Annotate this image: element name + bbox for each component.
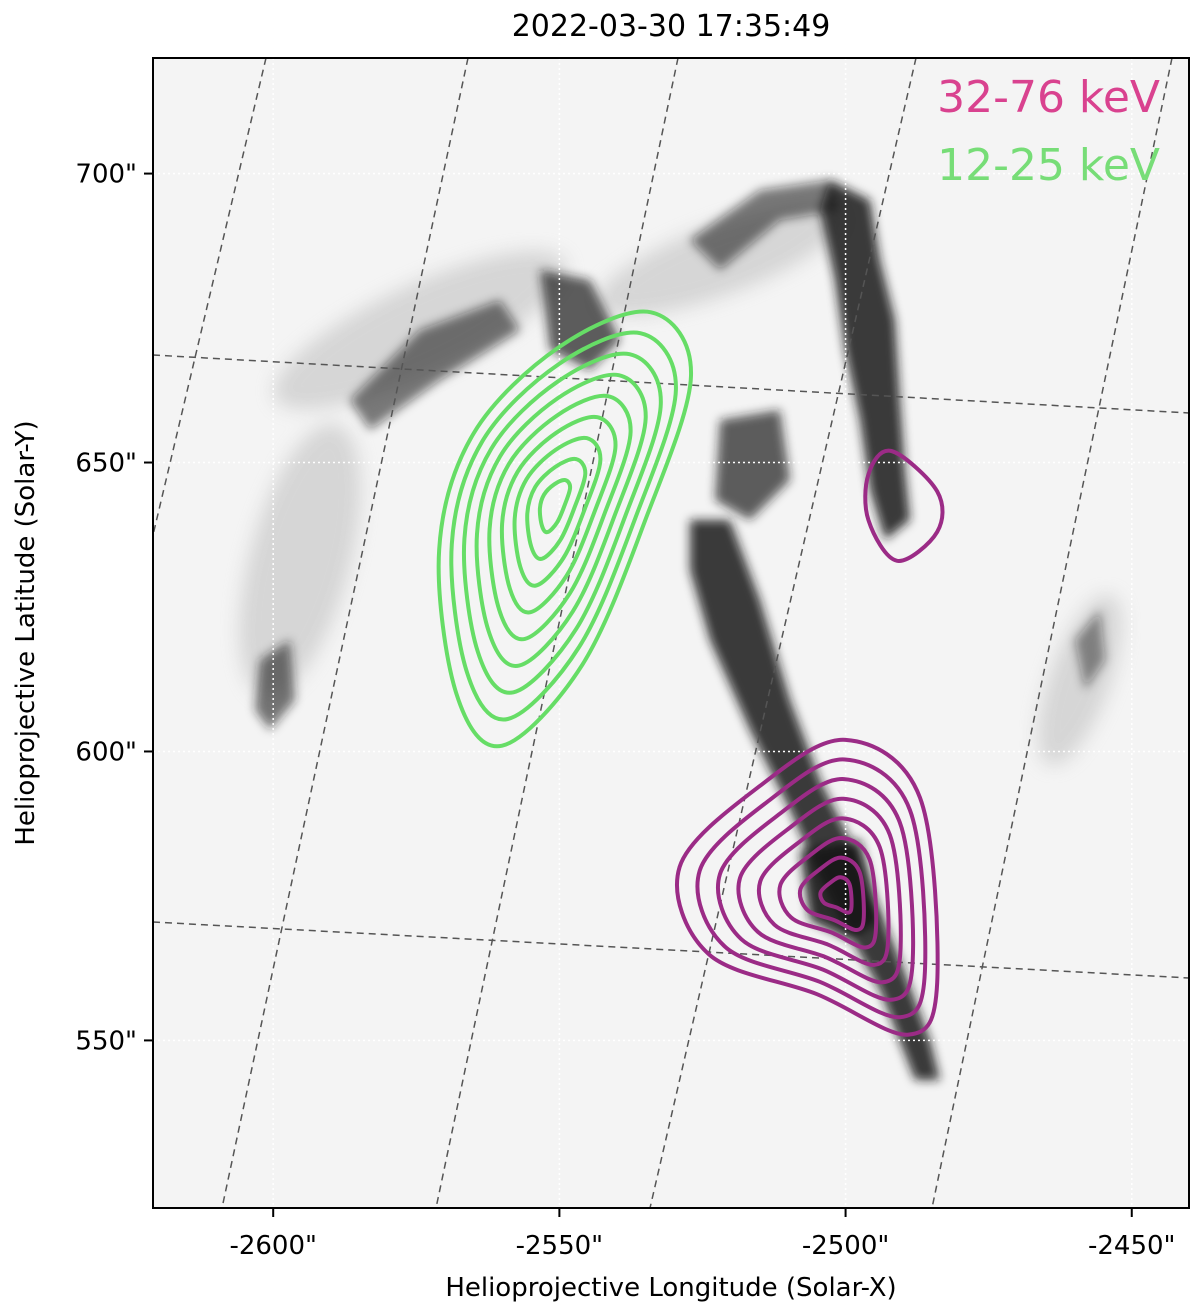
y-tick-label: 550" [75, 1026, 137, 1056]
contour-12-25-kev [449, 330, 678, 722]
contour-layer [436, 309, 945, 1037]
contour-32-76-kev [736, 796, 903, 985]
contour-12-25-kev [537, 478, 573, 535]
contour-12-25-kev [474, 372, 648, 668]
contour-32-76-kev [716, 777, 916, 1002]
contour-32-76-kev [777, 836, 879, 950]
y-tick-label: 700" [75, 160, 137, 190]
contour-32-76-kev [863, 448, 945, 563]
contour-32-76-kev [797, 855, 866, 932]
y-tick-label: 600" [75, 737, 137, 767]
x-axis-label: Helioprojective Longitude (Solar-X) [445, 1273, 896, 1303]
legend-entry-32-76-kev: 32-76 keV [937, 72, 1160, 123]
chart-title: 2022-03-30 17:35:49 [512, 9, 831, 44]
y-axis: 550" 600" 650" 700" [75, 160, 153, 1056]
plot-frame [152, 57, 1190, 1209]
contour-32-76-kev [818, 875, 854, 915]
contour-12-25-kev [512, 435, 603, 588]
y-tick-label: 650" [75, 449, 137, 479]
x-tick-label: -2450" [1088, 1231, 1176, 1261]
contour-32-76-kev [757, 816, 891, 967]
legend-entry-12-25-kev: 12-25 keV [937, 140, 1160, 191]
x-tick-label: -2550" [516, 1231, 604, 1261]
y-axis-label: Helioprojective Latitude (Solar-Y) [11, 420, 41, 845]
contour-32-76-kev [675, 737, 940, 1037]
contour-32-76-kev [695, 757, 928, 1020]
contour-12-25-kev [525, 456, 588, 561]
x-axis: -2600" -2550" -2500" -2450" [229, 1208, 1176, 1261]
contour-12-25-kev [499, 414, 618, 615]
x-tick-label: -2500" [802, 1231, 890, 1261]
heliographic-grid [153, 58, 1189, 1208]
x-tick-label: -2600" [229, 1231, 317, 1261]
contour-12-25-kev [436, 309, 694, 749]
contour-12-25-kev [487, 393, 633, 642]
contour-12-25-kev [462, 351, 663, 695]
